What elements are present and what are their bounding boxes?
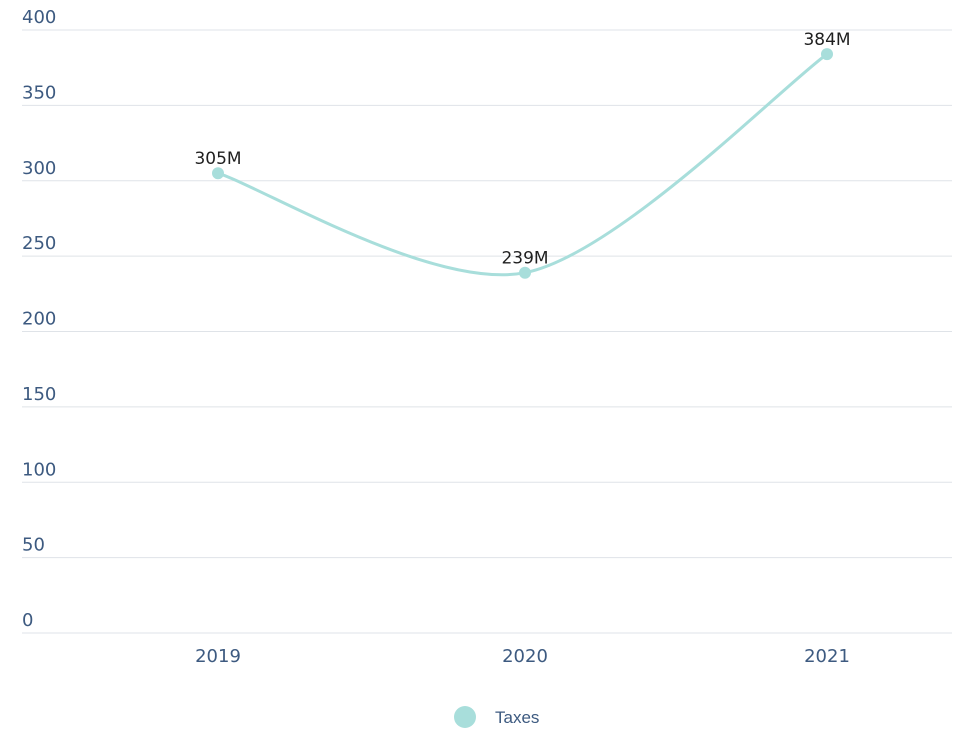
legend-swatch-taxes[interactable]: [454, 706, 476, 728]
x-tick-label-2021: 2021: [804, 646, 850, 667]
y-tick-label-300: 300: [22, 158, 56, 179]
y-tick-label-50: 50: [22, 535, 45, 556]
x-tick-label-2020: 2020: [502, 646, 548, 667]
y-tick-label-200: 200: [22, 309, 56, 330]
y-tick-label-250: 250: [22, 233, 56, 254]
data-labels: 305M 239M 384M: [194, 30, 850, 269]
data-point-2019[interactable]: [212, 167, 224, 180]
legend[interactable]: Taxes: [454, 706, 539, 728]
data-point-2021[interactable]: [821, 48, 833, 61]
series-taxes: [212, 48, 833, 279]
y-tick-label-350: 350: [22, 82, 56, 103]
series-line-taxes: [216, 52, 829, 277]
legend-label-taxes[interactable]: Taxes: [495, 708, 539, 727]
data-label-2021: 384M: [803, 30, 850, 50]
y-tick-label-150: 150: [22, 384, 56, 405]
data-point-2020[interactable]: [519, 266, 531, 279]
y-axis: 0 50 100 150 200 250 300 350 400: [22, 7, 56, 631]
grid-lines: [22, 29, 952, 634]
y-tick-label-0: 0: [22, 610, 33, 631]
data-label-2019: 305M: [194, 149, 241, 169]
y-tick-label-100: 100: [22, 459, 56, 480]
x-axis: 2019 2020 2021: [195, 646, 850, 667]
data-label-2020: 239M: [501, 249, 548, 269]
x-tick-label-2019: 2019: [195, 646, 241, 667]
y-tick-label-400: 400: [22, 7, 56, 28]
